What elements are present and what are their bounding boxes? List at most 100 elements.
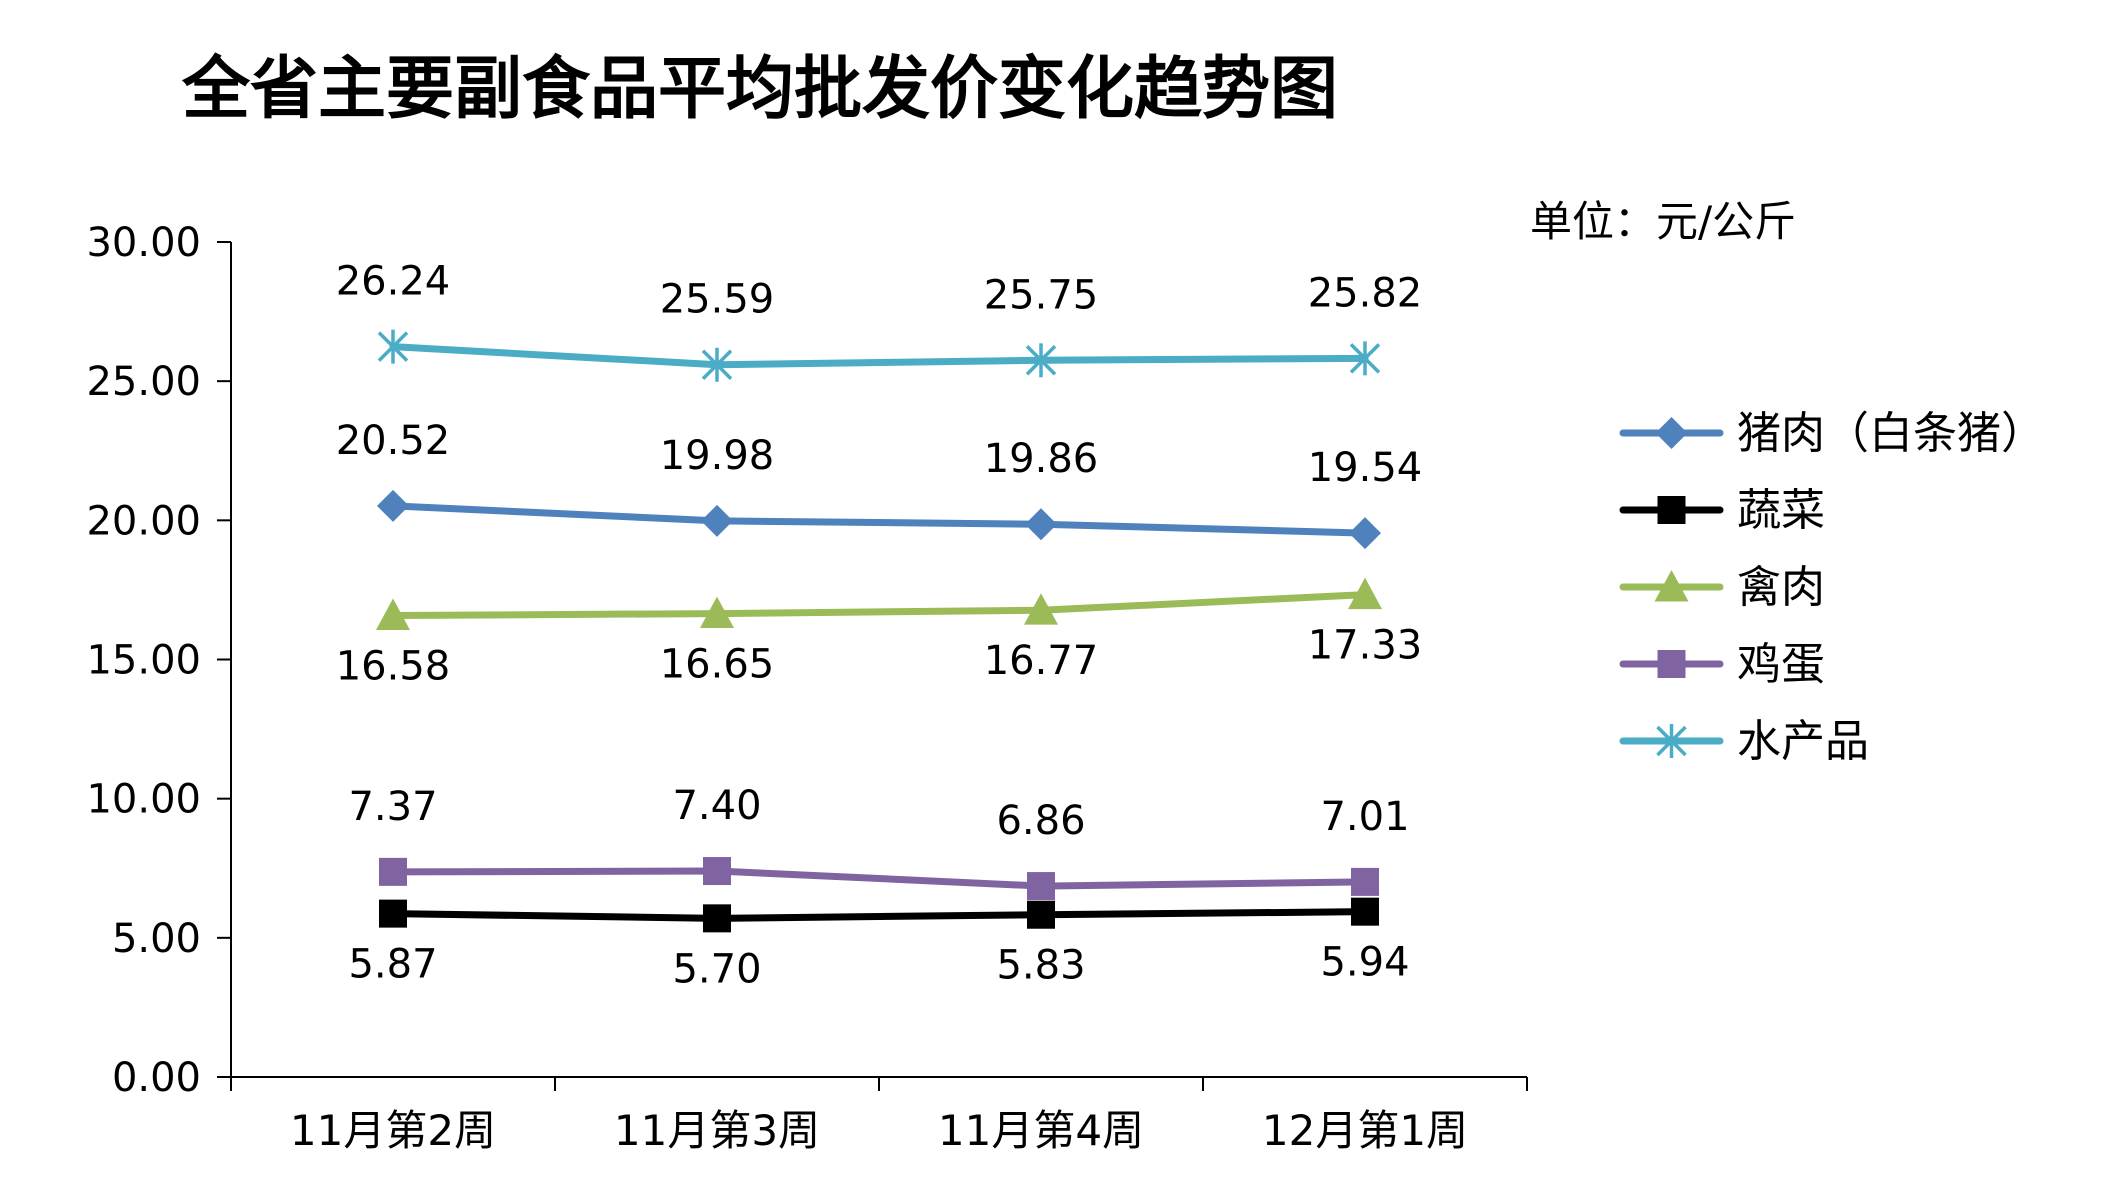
- legend-marker: [1654, 570, 1689, 602]
- data-label: 5.87: [348, 942, 437, 988]
- y-tick-label: 0.00: [112, 1055, 201, 1101]
- data-label: 5.83: [996, 943, 1085, 989]
- data-label: 7.01: [1320, 794, 1409, 840]
- legend-marker: [1656, 724, 1687, 758]
- data-point-marker: [700, 596, 734, 629]
- y-tick-label: 25.00: [86, 359, 201, 405]
- data-point-marker: [377, 489, 409, 522]
- legend-label: 鸡蛋: [1737, 639, 1825, 690]
- series-line: [389, 502, 1369, 537]
- data-label: 16.77: [984, 638, 1099, 684]
- data-point-marker: [703, 904, 731, 933]
- data-label: 5.94: [1320, 940, 1409, 986]
- data-label: 16.65: [660, 642, 775, 688]
- legend-label: 禽肉: [1737, 562, 1825, 613]
- series-layer: 20.52 19.98 19.86 19.54 5.87 5.70 5.83 5.94 16.5…: [336, 259, 1423, 993]
- data-point-marker: [703, 857, 731, 886]
- y-tick-label: 5.00: [112, 916, 201, 962]
- y-tick-label: 30.00: [86, 220, 201, 266]
- data-point-marker: [379, 899, 407, 928]
- data-label: 25.82: [1308, 270, 1423, 316]
- data-label: 5.70: [672, 946, 761, 992]
- data-point-marker: [376, 598, 410, 630]
- y-tick-label: 20.00: [86, 498, 201, 544]
- data-label: 19.86: [984, 436, 1099, 482]
- data-label: 17.33: [1308, 623, 1423, 669]
- data-point-marker: [1025, 343, 1057, 378]
- triangle-marker-shape: [376, 598, 410, 630]
- series-line: [389, 591, 1369, 620]
- x-tick-label: 11月第3周: [614, 1106, 820, 1155]
- legend-label: 猪肉（白条猪）: [1737, 408, 2045, 459]
- data-label: 25.59: [660, 277, 775, 323]
- series-line: [389, 867, 1369, 890]
- square-marker-shape: [1657, 650, 1686, 678]
- series-line: [389, 343, 1369, 369]
- legend-item: 猪肉（白条猪）: [1619, 408, 2045, 459]
- data-point-marker: [379, 857, 407, 886]
- square-marker-shape: [1027, 872, 1055, 901]
- legend-item: 禽肉: [1619, 562, 1825, 613]
- data-point-marker: [377, 329, 409, 364]
- data-point-marker: [1351, 897, 1379, 926]
- legend-marker: [1655, 417, 1688, 449]
- square-marker-shape: [1351, 867, 1379, 896]
- diamond-marker-shape: [1025, 508, 1057, 541]
- triangle-marker-shape: [1024, 593, 1058, 625]
- data-point-marker: [1027, 900, 1055, 929]
- data-label: 25.75: [984, 272, 1099, 318]
- legend-label: 水产品: [1737, 716, 1869, 767]
- legend-item: 鸡蛋: [1619, 639, 1825, 690]
- series-0: 20.52 19.98 19.86 19.54: [336, 418, 1423, 550]
- diamond-marker-shape: [377, 489, 409, 522]
- diamond-marker-shape: [701, 504, 733, 537]
- data-point-marker: [1027, 872, 1055, 901]
- series-1: 5.87 5.70 5.83 5.94: [348, 897, 1410, 992]
- y-tick-label: 15.00: [86, 638, 201, 684]
- data-label: 19.98: [660, 433, 775, 479]
- triangle-marker-shape: [1348, 577, 1382, 610]
- data-label: 7.40: [672, 783, 761, 829]
- square-marker-shape: [703, 904, 731, 933]
- series-4: 26.24 25.59 25.75 25.82: [336, 259, 1423, 382]
- series-2: 16.58 16.65 16.77 17.33: [336, 577, 1423, 690]
- legend-marker: [1657, 496, 1686, 524]
- data-point-marker: [1024, 593, 1058, 625]
- legend-item: 蔬菜: [1619, 485, 1825, 536]
- data-label: 6.86: [996, 798, 1085, 844]
- legend-item: 水产品: [1619, 716, 1869, 767]
- data-label: 19.54: [1308, 445, 1423, 491]
- unit-label: 单位：元/公斤: [1530, 197, 1796, 246]
- square-marker-shape: [1657, 496, 1686, 524]
- data-point-marker: [1349, 517, 1381, 550]
- data-point-marker: [701, 504, 733, 537]
- square-marker-shape: [1351, 897, 1379, 926]
- square-marker-shape: [379, 899, 407, 928]
- square-marker-shape: [379, 857, 407, 886]
- legend-marker: [1657, 650, 1686, 678]
- data-label: 26.24: [336, 259, 451, 305]
- data-label: 7.37: [348, 784, 437, 830]
- series-line: [389, 908, 1369, 922]
- series-3: 7.37 7.40 6.86 7.01: [348, 783, 1410, 901]
- x-tick-label: 11月第2周: [290, 1106, 496, 1155]
- diamond-marker-shape: [1655, 417, 1688, 449]
- triangle-marker-shape: [1654, 570, 1689, 602]
- axes: 0.00 5.00 10.00 15.00 20.00 25.00 30.00 11月第2周 1…: [86, 220, 1528, 1155]
- data-point-marker: [1349, 341, 1381, 376]
- data-point-marker: [1351, 867, 1379, 896]
- legend-label: 蔬菜: [1737, 485, 1825, 536]
- data-point-marker: [1348, 577, 1382, 610]
- chart-title: 全省主要副食品平均批发价变化趋势图: [181, 49, 1338, 129]
- square-marker-shape: [703, 857, 731, 886]
- data-label: 20.52: [336, 418, 451, 464]
- data-label: 16.58: [336, 644, 451, 690]
- y-tick-label: 10.00: [86, 777, 201, 823]
- diamond-marker-shape: [1349, 517, 1381, 550]
- x-tick-label: 12月第1周: [1262, 1106, 1468, 1155]
- x-tick-label: 11月第4周: [938, 1106, 1144, 1155]
- triangle-marker-shape: [700, 596, 734, 629]
